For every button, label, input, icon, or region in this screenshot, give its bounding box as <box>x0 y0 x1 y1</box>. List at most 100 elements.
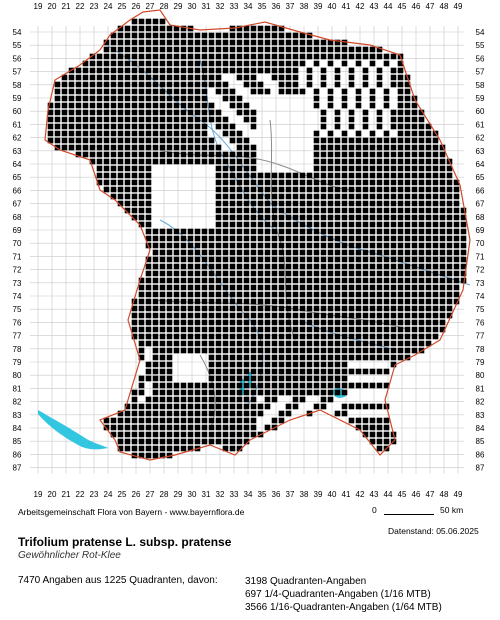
occurrence-dot <box>145 144 152 151</box>
occurrence-dot <box>397 228 404 235</box>
occurrence-dot <box>348 67 355 74</box>
common-name: Gewöhnlicher Rot-Klee <box>18 550 121 561</box>
occurrence-dot <box>348 305 355 312</box>
occurrence-dot <box>222 53 229 60</box>
occurrence-dot <box>166 410 173 417</box>
occurrence-dot <box>222 39 229 46</box>
occurrence-dot <box>222 214 229 221</box>
occurrence-dot <box>103 109 110 116</box>
occurrence-dot <box>257 375 264 382</box>
occurrence-dot <box>334 270 341 277</box>
occurrence-dot <box>320 256 327 263</box>
occurrence-dot <box>390 158 397 165</box>
occurrence-dot <box>243 375 250 382</box>
occurrence-dot <box>222 417 229 424</box>
occurrence-dot <box>446 256 453 263</box>
occurrence-dot <box>404 277 411 284</box>
occurrence-dot <box>418 221 425 228</box>
occurrence-dot <box>334 39 341 46</box>
occurrence-dot <box>68 137 75 144</box>
occurrence-dot <box>369 249 376 256</box>
occurrence-dot <box>418 256 425 263</box>
occurrence-dot <box>425 298 432 305</box>
occurrence-dot <box>173 109 180 116</box>
occurrence-dot <box>411 340 418 347</box>
occurrence-dot <box>124 403 131 410</box>
occurrence-dot <box>376 438 383 445</box>
occurrence-dot <box>159 277 166 284</box>
occurrence-dot <box>145 452 152 459</box>
occurrence-dot <box>222 445 229 452</box>
occurrence-dot <box>110 172 117 179</box>
occurrence-dot <box>369 333 376 340</box>
occurrence-dot <box>145 123 152 130</box>
occurrence-dot <box>215 200 222 207</box>
occurrence-dot <box>110 186 117 193</box>
occurrence-dot <box>194 298 201 305</box>
y-tick-left: 60 <box>13 107 22 116</box>
occurrence-dot <box>348 81 355 88</box>
occurrence-dot <box>439 242 446 249</box>
occurrence-dot <box>320 347 327 354</box>
occurrence-dot <box>432 165 439 172</box>
occurrence-dot <box>187 396 194 403</box>
occurrence-dot <box>271 221 278 228</box>
occurrence-dot <box>271 46 278 53</box>
occurrence-dot <box>180 438 187 445</box>
occurrence-dot <box>194 389 201 396</box>
occurrence-dot <box>166 403 173 410</box>
occurrence-dot <box>306 242 313 249</box>
x-tick-bottom: 44 <box>384 490 393 499</box>
occurrence-dot <box>187 333 194 340</box>
occurrence-dot <box>138 172 145 179</box>
occurrence-dot <box>411 144 418 151</box>
occurrence-dot <box>376 284 383 291</box>
occurrence-dot <box>376 298 383 305</box>
occurrence-dot <box>124 179 131 186</box>
occurrence-dot <box>432 235 439 242</box>
occurrence-dot <box>306 298 313 305</box>
occurrence-dot <box>411 319 418 326</box>
occurrence-dot <box>194 319 201 326</box>
occurrence-dot <box>229 270 236 277</box>
occurrence-dot <box>243 410 250 417</box>
occurrence-dot <box>110 151 117 158</box>
occurrence-dot <box>117 109 124 116</box>
occurrence-dot <box>187 53 194 60</box>
occurrence-dot <box>215 123 222 130</box>
occurrence-dot <box>257 312 264 319</box>
occurrence-dot <box>327 347 334 354</box>
occurrence-dot <box>201 256 208 263</box>
occurrence-dot <box>376 263 383 270</box>
occurrence-dot <box>180 424 187 431</box>
occurrence-dot <box>243 172 250 179</box>
occurrence-dot <box>432 144 439 151</box>
occurrence-dot <box>201 326 208 333</box>
occurrence-dot <box>411 207 418 214</box>
occurrence-dot <box>369 340 376 347</box>
occurrence-dot <box>187 137 194 144</box>
occurrence-dot <box>145 137 152 144</box>
occurrence-dot <box>411 214 418 221</box>
occurrence-dot <box>446 284 453 291</box>
occurrence-dot <box>138 123 145 130</box>
occurrence-dot <box>341 263 348 270</box>
occurrence-dot <box>418 263 425 270</box>
occurrence-dot <box>397 291 404 298</box>
occurrence-dot <box>439 186 446 193</box>
occurrence-dot <box>425 214 432 221</box>
occurrence-dot <box>327 200 334 207</box>
occurrence-dot <box>299 228 306 235</box>
occurrence-dot <box>152 242 159 249</box>
occurrence-dot <box>159 151 166 158</box>
occurrence-dot <box>187 256 194 263</box>
occurrence-dot <box>327 53 334 60</box>
occurrence-dot <box>75 67 82 74</box>
occurrence-dot <box>334 214 341 221</box>
occurrence-dot <box>397 305 404 312</box>
occurrence-dot <box>124 95 131 102</box>
occurrence-dot <box>341 46 348 53</box>
occurrence-dot <box>390 165 397 172</box>
occurrence-dot <box>61 137 68 144</box>
occurrence-dot <box>306 67 313 74</box>
